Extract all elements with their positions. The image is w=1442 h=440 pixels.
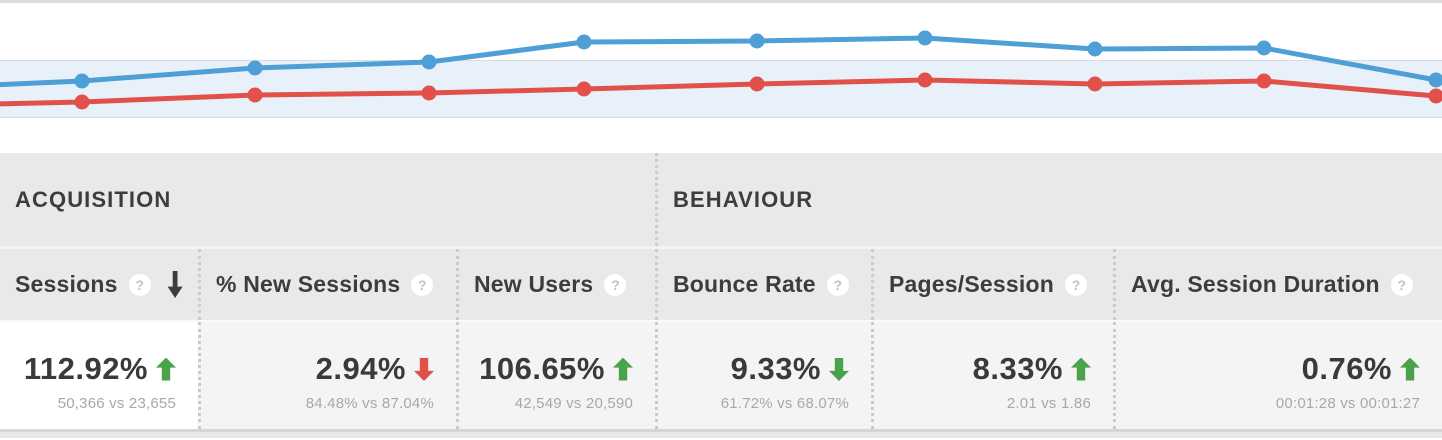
- section-label: ACQUISITION: [15, 186, 172, 212]
- column-header-new-sessions[interactable]: % New Sessions ?: [198, 249, 456, 320]
- metric-pages-session[interactable]: 8.33% 2.01 vs 1.86: [871, 322, 1113, 429]
- metric-change: 9.33%: [730, 351, 821, 386]
- column-label: Avg. Session Duration: [1131, 271, 1380, 297]
- metric-change: 8.33%: [972, 351, 1063, 386]
- metric-comparison: 2.01 vs 1.86: [1006, 395, 1091, 412]
- column-header-new-users[interactable]: New Users ?: [456, 249, 655, 320]
- metric-new-sessions[interactable]: 2.94% 84.48% vs 87.04%: [198, 322, 456, 429]
- metric-bounce-rate[interactable]: 9.33% 61.72% vs 68.07%: [655, 322, 871, 429]
- metric-comparison: 84.48% vs 87.04%: [305, 395, 434, 412]
- top-divider: [0, 0, 1442, 3]
- trend-up-icon: [156, 357, 176, 381]
- column-header-pages-session[interactable]: Pages/Session ?: [871, 249, 1113, 320]
- column-header-row: Sessions ? % New Sessions ? New Users ? …: [0, 249, 1442, 322]
- column-label: Bounce Rate: [673, 271, 816, 297]
- metric-comparison: 61.72% vs 68.07%: [720, 395, 849, 412]
- section-acquisition: ACQUISITION: [0, 153, 655, 246]
- section-label: BEHAVIOUR: [673, 186, 814, 212]
- metric-sessions[interactable]: 112.92% 50,366 vs 23,655: [0, 322, 198, 429]
- trend-lines: [0, 30, 1442, 110]
- column-label: Sessions: [15, 271, 118, 297]
- column-header-avg-session-duration[interactable]: Avg. Session Duration ?: [1113, 249, 1442, 320]
- section-header-row: ACQUISITION BEHAVIOUR: [0, 153, 1442, 249]
- help-icon[interactable]: ?: [826, 273, 849, 296]
- metric-comparison: 00:01:28 vs 00:01:27: [1275, 395, 1420, 412]
- metric-change: 106.65%: [479, 351, 605, 386]
- metric-comparison: 42,549 vs 20,590: [514, 395, 633, 412]
- help-icon[interactable]: ?: [1390, 273, 1413, 296]
- metric-new-users[interactable]: 106.65% 42,549 vs 20,590: [456, 322, 655, 429]
- help-icon[interactable]: ?: [604, 273, 627, 296]
- trend-up-icon: [1400, 357, 1420, 381]
- trend-down-icon: [414, 358, 434, 381]
- sort-descending-icon[interactable]: [167, 271, 183, 298]
- metric-change: 2.94%: [315, 351, 406, 386]
- trend-up-icon: [613, 357, 633, 381]
- metric-value-row: 112.92% 50,366 vs 23,655 2.94% 84.48% vs…: [0, 322, 1442, 429]
- column-header-bounce-rate[interactable]: Bounce Rate ?: [655, 249, 871, 320]
- section-behaviour: BEHAVIOUR: [655, 153, 1442, 246]
- help-icon[interactable]: ?: [411, 273, 434, 296]
- metrics-table: ACQUISITION BEHAVIOUR Sessions ? % New S…: [0, 153, 1442, 438]
- column-label: % New Sessions: [216, 271, 401, 297]
- help-icon[interactable]: ?: [128, 273, 151, 296]
- help-icon[interactable]: ?: [1064, 273, 1087, 296]
- trend-down-icon: [829, 358, 849, 381]
- bottom-divider: [0, 429, 1442, 438]
- column-header-sessions[interactable]: Sessions ?: [0, 249, 198, 320]
- column-label: New Users: [474, 271, 594, 297]
- sessions-trend-chart[interactable]: [0, 0, 1442, 153]
- metric-change: 0.76%: [1301, 351, 1392, 386]
- column-label: Pages/Session: [889, 271, 1054, 297]
- metric-avg-session-duration[interactable]: 0.76% 00:01:28 vs 00:01:27: [1113, 322, 1442, 429]
- metric-change: 112.92%: [23, 351, 148, 386]
- trend-up-icon: [1071, 357, 1091, 381]
- metric-comparison: 50,366 vs 23,655: [57, 395, 176, 412]
